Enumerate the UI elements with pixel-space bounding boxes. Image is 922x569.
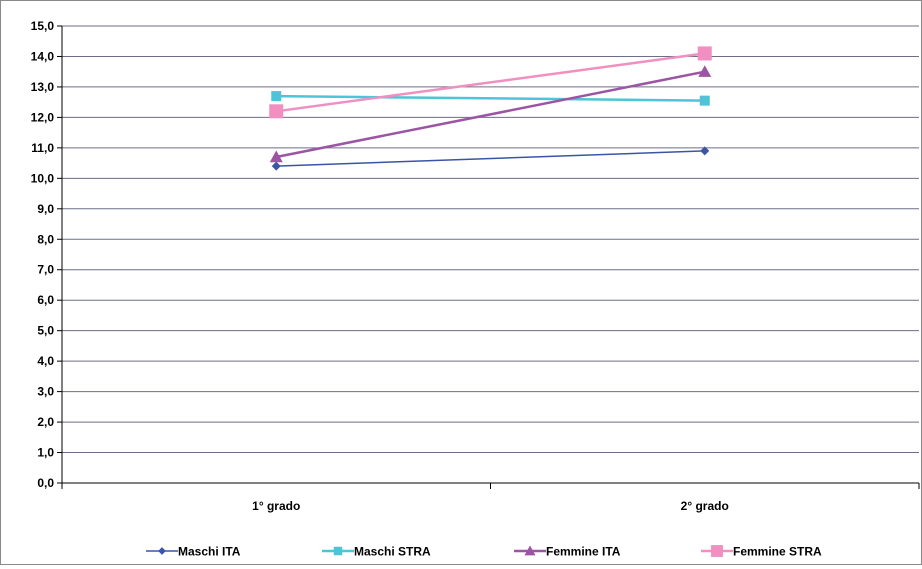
y-tick-label: 5,0 <box>37 324 54 338</box>
series-line-maschi-ita <box>276 150 705 167</box>
data-point <box>699 95 710 106</box>
data-point <box>269 150 283 163</box>
x-tick-label: 2° grado <box>681 499 729 513</box>
series-line-maschi-stra <box>276 94 705 102</box>
gridlines <box>62 25 919 454</box>
y-tick-label: 8,0 <box>37 232 54 246</box>
y-tick-label: 7,0 <box>37 263 54 277</box>
legend-label: Femmine STRA <box>733 545 822 559</box>
series-lines <box>269 46 712 171</box>
y-tick-label: 4,0 <box>37 354 54 368</box>
y-tick-label: 9,0 <box>37 202 54 216</box>
x-tick-label: 1° grado <box>252 499 300 513</box>
legend: Maschi ITA Maschi STRA Femmine ITA Femmine … <box>146 545 822 559</box>
data-point <box>700 146 710 156</box>
legend-label: Maschi ITA <box>178 545 241 559</box>
data-point <box>269 104 284 119</box>
y-tick-label: 1,0 <box>37 446 54 460</box>
series-line-femmine-stra <box>276 52 705 113</box>
y-tick-label: 12,0 <box>31 110 55 124</box>
legend-marker <box>711 545 723 557</box>
y-tick-label: 10,0 <box>31 171 55 185</box>
y-tick-label: 0,0 <box>37 476 54 490</box>
y-tick-label: 13,0 <box>31 80 55 94</box>
y-tick-label: 3,0 <box>37 385 54 399</box>
y-tick-label: 2,0 <box>37 415 54 429</box>
data-point <box>698 65 712 77</box>
legend-label: Femmine ITA <box>546 545 621 559</box>
y-tick-label: 6,0 <box>37 293 54 307</box>
x-tick-labels: 1° grado 2° grado <box>252 499 729 513</box>
data-point <box>271 91 282 102</box>
y-tick-labels: 0,0 1,0 2,0 3,0 4,0 5,0 6,0 7,0 8,0 9,0 10,0 11,0 12… <box>31 19 55 490</box>
data-point <box>697 46 712 61</box>
legend-marker <box>524 545 536 556</box>
data-point <box>271 161 281 171</box>
y-tick-label: 14,0 <box>31 49 55 63</box>
legend-marker <box>333 546 343 556</box>
axes <box>57 25 920 489</box>
series-line-femmine-ita <box>276 70 705 159</box>
y-tick-label: 15,0 <box>31 19 55 33</box>
legend-label: Maschi STRA <box>354 545 431 559</box>
legend-marker <box>158 547 166 555</box>
y-tick-label: 11,0 <box>31 141 54 155</box>
